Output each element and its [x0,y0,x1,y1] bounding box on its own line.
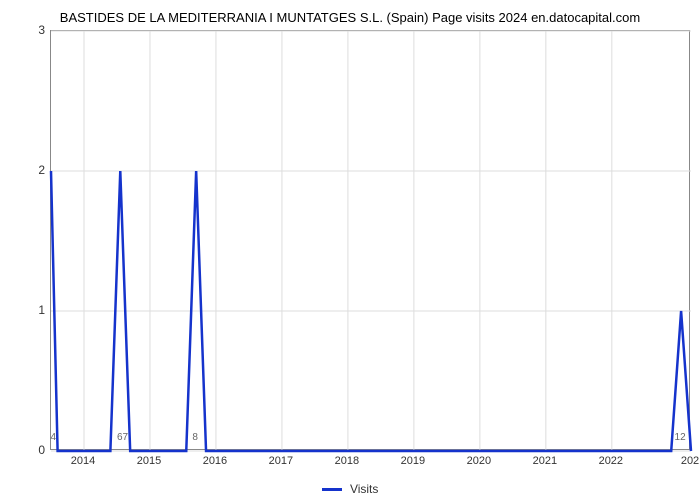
x-tick-label: 2018 [335,455,359,467]
chart-plot-area [50,30,690,450]
x-tick-label: 2017 [269,455,293,467]
x-tick-label: 2020 [467,455,491,467]
x-tick-label: 2014 [71,455,95,467]
x-tick-label: 2016 [203,455,227,467]
chart-legend: Visits [0,482,700,496]
count-label: 8 [192,432,198,443]
x-tick-label: 2022 [599,455,623,467]
x-tick-label: 2019 [401,455,425,467]
x-tick-label-partial: 202 [681,455,699,467]
count-label: 12 [675,432,686,443]
x-tick-label: 2015 [137,455,161,467]
x-tick-label: 2021 [533,455,557,467]
y-tick-label: 3 [15,23,45,37]
y-tick-label: 2 [15,163,45,177]
y-tick-label: 0 [15,443,45,457]
y-tick-label: 1 [15,303,45,317]
chart-svg [51,31,691,451]
legend-swatch [322,488,342,491]
legend-label: Visits [350,482,378,496]
count-label: 67 [117,432,128,443]
count-label: 4 [51,432,57,443]
chart-title: BASTIDES DE LA MEDITERRANIA I MUNTATGES … [0,10,700,25]
